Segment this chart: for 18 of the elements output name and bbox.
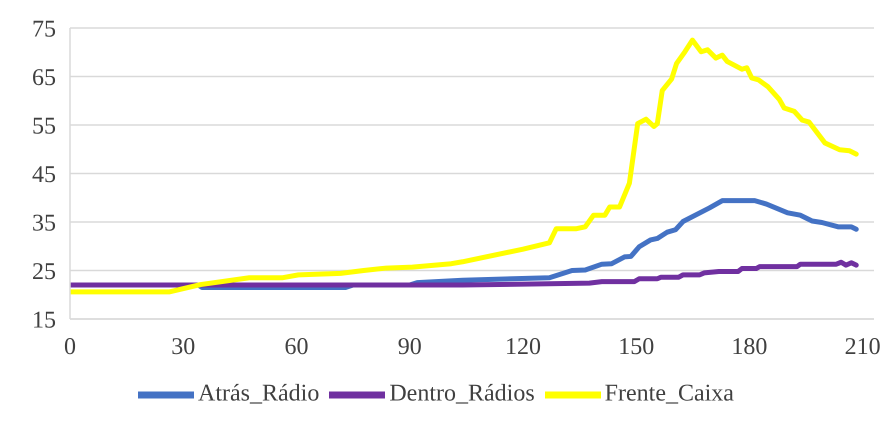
x-tick-label: 150 bbox=[618, 334, 654, 360]
legend-label: Frente_Caixa bbox=[604, 380, 734, 407]
x-tick-label: 120 bbox=[504, 334, 541, 360]
y-tick-label: 65 bbox=[32, 65, 56, 92]
x-tick-label: 90 bbox=[398, 334, 422, 360]
y-tick-label: 75 bbox=[32, 16, 56, 43]
x-tick-label: 0 bbox=[64, 334, 76, 360]
y-tick-label: 45 bbox=[32, 162, 56, 188]
legend-label: Atrás_Rádio bbox=[198, 380, 320, 407]
x-tick-label: 180 bbox=[731, 334, 768, 360]
x-tick-label: 30 bbox=[171, 334, 196, 360]
y-tick-label: 15 bbox=[32, 308, 56, 334]
x-tick-label: 210 bbox=[844, 334, 881, 360]
x-tick-label: 60 bbox=[284, 334, 308, 360]
y-tick-label: 35 bbox=[32, 210, 56, 237]
legend-label: Dentro_Rádios bbox=[389, 380, 535, 407]
y-tick-label: 25 bbox=[32, 259, 56, 286]
y-tick-label: 55 bbox=[32, 114, 56, 140]
